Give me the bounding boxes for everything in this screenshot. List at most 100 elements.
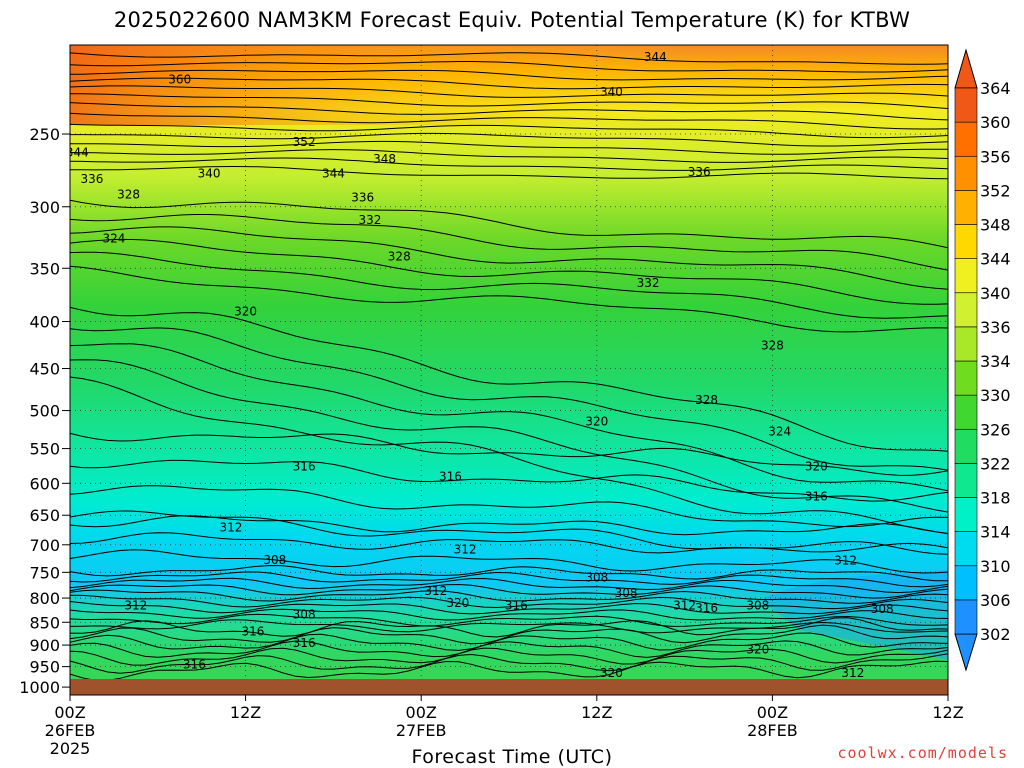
contour-label-5: 352 <box>293 135 316 149</box>
colorbar-label-5: 322 <box>980 454 1011 473</box>
x-axis-title: Forecast Time (UTC) <box>411 746 613 768</box>
y-tick-label-15: 1000 <box>19 678 60 697</box>
contour-label-27: 312 <box>834 553 857 567</box>
y-tick-label-12: 850 <box>29 613 60 632</box>
contour-upper-2 <box>70 69 948 81</box>
x-tick-label-5-0: 12Z <box>932 703 963 722</box>
ground-surface <box>70 679 948 695</box>
contour-upper-10 <box>70 140 948 155</box>
colorbar-bottom-arrow <box>954 633 978 672</box>
contour-mid-4 <box>70 251 948 319</box>
contour-boundary-layer-6 <box>70 660 948 681</box>
y-tick-label-0: 250 <box>29 125 60 144</box>
contour-upper-0 <box>70 52 948 65</box>
contour-label-21: 320 <box>805 459 828 473</box>
colorbar-label-2: 310 <box>980 557 1011 576</box>
contour-label-41: 316 <box>293 636 316 650</box>
colorbar-label-16: 364 <box>980 79 1011 98</box>
contour-lines <box>70 52 948 681</box>
x-tick-label-3-0: 12Z <box>581 703 612 722</box>
contour-upper-9 <box>70 132 948 147</box>
colorbar-label-9: 336 <box>980 318 1011 337</box>
colorbar-label-15: 360 <box>980 113 1011 132</box>
contour-upper-5 <box>70 93 948 109</box>
contour-slope-0 <box>70 306 948 452</box>
colorbar-label-10: 340 <box>980 284 1011 303</box>
colorbar-swatch-0 <box>954 599 978 635</box>
contour-label-30: 308 <box>615 586 638 600</box>
contour-lower-mid-1 <box>70 459 948 502</box>
contour-boundary-layer-0 <box>70 617 948 638</box>
colorbar-swatch-14 <box>954 121 978 157</box>
colorbar-swatch-6 <box>954 394 978 430</box>
colorbar-label-11: 344 <box>980 250 1011 269</box>
x-tick-label-2-1: 27FEB <box>396 721 447 740</box>
contour-inversion-8 <box>70 613 948 627</box>
y-tick-label-7: 600 <box>29 474 60 493</box>
contour-label-14: 340 <box>600 85 623 99</box>
contour-boundary-layer-4 <box>70 647 948 666</box>
contour-label-15: 336 <box>688 165 711 179</box>
contour-label-33: 320 <box>446 596 469 610</box>
grid-lines <box>70 45 948 695</box>
contour-label-38: 308 <box>746 598 769 612</box>
contour-label-3: 328 <box>117 188 140 202</box>
contour-label-31: 312 <box>124 598 147 612</box>
x-tick-label-2-0: 00Z <box>406 703 437 722</box>
contour-label-16: 332 <box>637 276 660 290</box>
colorbar-label-8: 334 <box>980 352 1011 371</box>
contour-lower-mid-2 <box>70 485 948 528</box>
y-tick-label-8: 650 <box>29 506 60 525</box>
contour-label-17: 328 <box>761 339 784 353</box>
contour-label-43: 320 <box>600 666 623 680</box>
colorbar-swatch-3 <box>954 497 978 532</box>
contour-mid-1 <box>70 214 948 271</box>
contour-label-8: 336 <box>351 190 374 204</box>
contour-upper-12 <box>70 157 948 171</box>
contour-labels: 3603443363283403523483443363323283243203… <box>70 50 894 680</box>
contour-boundary-layer-2 <box>70 632 948 651</box>
contour-label-34: 308 <box>293 608 316 622</box>
watermark: coolwx.com/models <box>837 744 1008 762</box>
contour-label-36: 312 <box>673 598 696 612</box>
contour-low-0 <box>70 515 948 536</box>
contour-slope-2 <box>70 343 948 492</box>
contour-upper-3 <box>70 77 948 90</box>
x-tick-label-4-0: 00Z <box>757 703 788 722</box>
contour-label-25: 312 <box>220 520 243 534</box>
colorbar-swatch-2 <box>954 531 978 567</box>
contour-mid-2 <box>70 226 948 290</box>
chart-title: 2025022600 NAM3KM Forecast Equiv. Potent… <box>113 8 911 32</box>
contour-upper-6 <box>70 102 948 121</box>
colorbar-swatch-7 <box>954 360 978 396</box>
contour-upper-4 <box>70 85 948 98</box>
contour-boundary-layer-3 <box>70 640 948 658</box>
colorbar-label-6: 326 <box>980 420 1011 439</box>
contour-upper-11 <box>70 149 948 163</box>
y-axis-ticks: 250 300 350 400 450 500 550 600 650 700 750 800 850 9… <box>19 125 70 697</box>
contour-inversion-0 <box>70 564 948 582</box>
colorbar-label-7: 330 <box>980 386 1011 405</box>
y-tick-label-9: 700 <box>29 536 60 555</box>
contour-label-13: 344 <box>644 50 667 64</box>
contour-mid-0 <box>70 199 948 249</box>
contour-label-39: 308 <box>871 602 894 616</box>
colorbar-label-13: 352 <box>980 181 1011 200</box>
y-tick-label-1: 300 <box>29 198 60 217</box>
contour-inversion-5 <box>70 594 948 610</box>
colorbar-swatch-10 <box>954 258 978 294</box>
contour-label-2: 336 <box>80 172 103 186</box>
x-tick-label-0-2: 2025 <box>50 739 91 758</box>
contour-boundary-layer-5 <box>70 653 948 674</box>
colorbar-label-14: 356 <box>980 147 1011 166</box>
contour-label-12: 320 <box>234 304 257 318</box>
colorbar-swatch-13 <box>954 155 978 191</box>
colorbar-label-4: 318 <box>980 489 1011 508</box>
colorbar-label-1: 306 <box>980 591 1011 610</box>
contour-inversion-1 <box>70 571 948 588</box>
colorbar-swatch-11 <box>954 224 978 259</box>
contour-boundary-layer-1 <box>70 624 948 645</box>
contour-low-1 <box>70 532 948 555</box>
contour-label-26: 312 <box>454 542 477 556</box>
